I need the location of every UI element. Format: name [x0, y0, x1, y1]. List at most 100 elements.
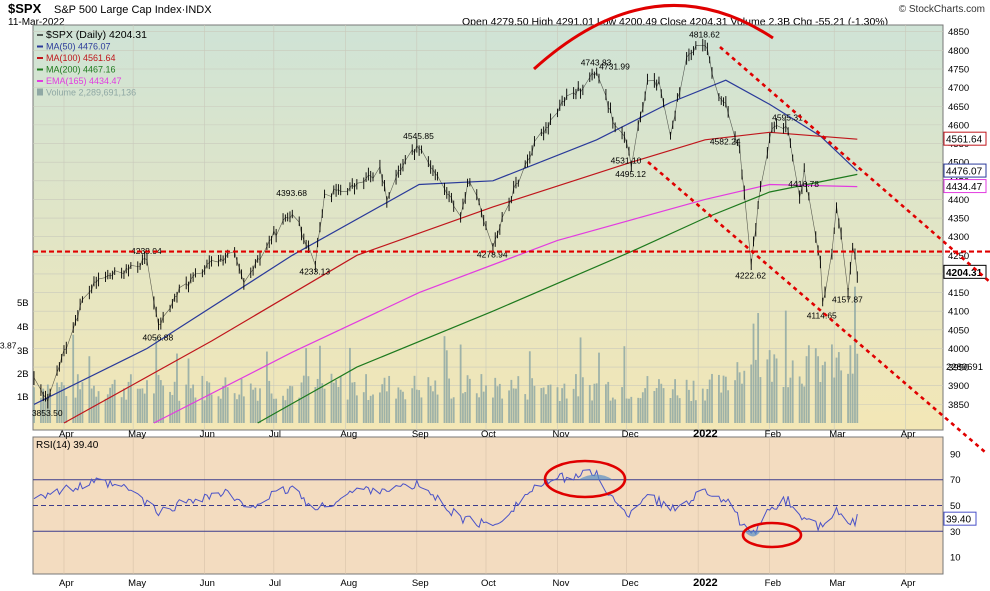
volume-bar — [217, 396, 220, 423]
volume-bar — [173, 381, 176, 423]
volume-bar — [595, 383, 598, 423]
volume-bar — [833, 377, 836, 423]
volume-bar — [206, 381, 208, 423]
volume-bar — [669, 398, 672, 423]
volume-bar — [492, 397, 494, 423]
volume-bar — [353, 382, 356, 423]
volume-bar — [775, 358, 778, 423]
volume-bar — [236, 399, 238, 423]
volume-bar — [856, 353, 859, 423]
volume-bar — [399, 389, 402, 423]
volume-bar — [671, 389, 674, 423]
volume-bar — [169, 391, 171, 423]
volume-bar — [658, 379, 660, 423]
volume-bar — [395, 398, 397, 423]
price-data-label: 4495.12 — [615, 169, 646, 179]
volume-bar — [415, 389, 418, 423]
volume-bar — [443, 336, 446, 423]
volume-bar — [56, 382, 58, 423]
volume-bar — [143, 393, 146, 423]
volume-bar — [111, 384, 114, 423]
volume-bar — [222, 385, 225, 423]
volume-bar — [314, 387, 317, 423]
volume-tick-label: 5B — [17, 298, 29, 309]
price-data-label: 4278.94 — [477, 250, 508, 260]
volume-bar — [335, 379, 338, 423]
y-tick-label: 3950 — [948, 363, 969, 374]
rsi-line — [33, 469, 858, 536]
volume-bar — [106, 394, 109, 423]
volume-bar — [482, 391, 485, 423]
x-tick-label: Mar — [829, 429, 845, 440]
volume-bar — [771, 381, 773, 423]
volume-bar — [637, 397, 640, 423]
volume-bar — [708, 379, 711, 423]
volume-bar — [609, 400, 612, 423]
volume-bar — [817, 356, 819, 423]
volume-bar — [754, 359, 757, 423]
volume-bar — [821, 365, 824, 423]
x-tick-label: Apr — [901, 429, 916, 440]
volume-bar — [379, 392, 381, 423]
volume-bar — [157, 375, 160, 423]
volume-bar — [531, 378, 534, 423]
volume-bar — [88, 356, 91, 423]
volume-bar — [420, 397, 423, 423]
x-tick-label: Feb — [765, 578, 781, 589]
volume-bar — [701, 388, 704, 423]
volume-bar — [321, 383, 324, 423]
volume-bar — [478, 397, 480, 423]
volume-bar — [383, 377, 386, 423]
volume-bar — [685, 379, 688, 423]
rsi-value-box — [943, 511, 977, 526]
volume-bar — [660, 383, 663, 423]
volume-bar — [824, 361, 826, 423]
x-tick-label: Oct — [481, 578, 496, 589]
volume-tick-label: 4B — [17, 322, 29, 333]
y-tick-label: 4750 — [948, 64, 969, 75]
right-value-tags: 4561.64 4476.07 4434.47 4204.31 2289691 — [943, 131, 987, 373]
volume-bar — [171, 394, 174, 423]
volume-bar — [736, 362, 739, 423]
volume-bar — [252, 389, 254, 423]
volume-bar — [266, 351, 268, 423]
volume-bar — [219, 398, 222, 423]
price-data-label: 4595.31 — [772, 113, 803, 123]
volume-tick-label: 3B — [17, 346, 29, 357]
volume-bar — [768, 350, 771, 423]
volume-bar — [90, 388, 93, 423]
x-tick-label: Jun — [200, 578, 215, 589]
volume-bar — [79, 389, 82, 423]
volume-bar — [136, 388, 139, 423]
volume-bar — [807, 345, 810, 423]
x-tick-label: Feb — [765, 429, 781, 440]
volume-bar — [365, 374, 367, 423]
volume-bar — [854, 286, 856, 423]
volume-bar — [450, 398, 453, 423]
volume-bar — [653, 390, 656, 423]
x-tick-label: 2022 — [693, 577, 717, 589]
volume-bar — [639, 398, 642, 423]
volume-bar — [614, 399, 617, 423]
x-tick-label: 2022 — [693, 428, 717, 440]
volume-bar — [611, 397, 614, 423]
volume-bar — [208, 382, 211, 423]
volume-bar — [448, 378, 451, 423]
volume-bar — [240, 378, 243, 423]
volume-bar — [572, 388, 575, 423]
volume-bar — [459, 344, 462, 423]
volume-bar — [835, 357, 838, 423]
volume-bar — [178, 400, 181, 423]
volume-bar — [210, 394, 213, 423]
volume-bar — [316, 378, 319, 423]
volume-bar — [464, 392, 467, 423]
volume-bar — [791, 360, 794, 423]
legend-entry-ma50: MA(50) 4476.07 — [46, 42, 111, 52]
volume-tick-label: 1B — [17, 392, 29, 403]
volume-bar — [501, 398, 504, 423]
volume-bar — [641, 392, 644, 423]
volume-bar — [445, 350, 448, 423]
price-panel — [32, 24, 944, 431]
volume-bar — [397, 387, 400, 423]
